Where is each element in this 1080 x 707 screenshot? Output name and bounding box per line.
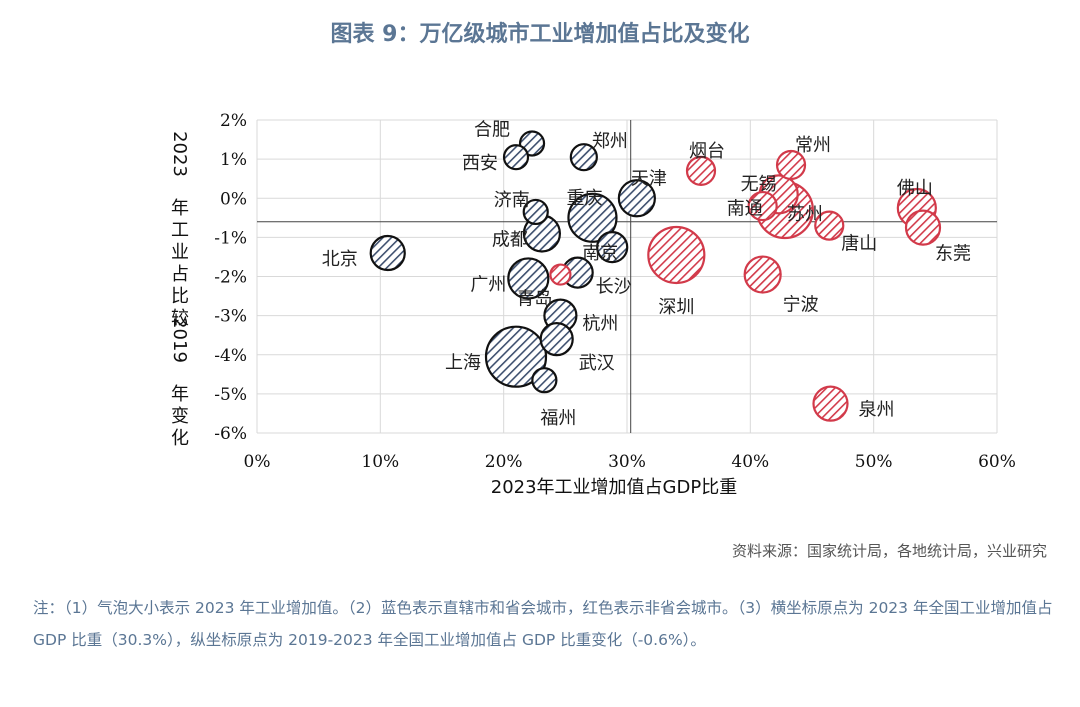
y-axis-label-glyph: 年 bbox=[171, 384, 189, 405]
y-axis-label-glyph: 年 bbox=[171, 198, 189, 219]
bubble-天津 bbox=[617, 179, 656, 218]
y-tick-label: 2% bbox=[220, 111, 247, 131]
source-note: 资料来源：国家统计局，各地统计局，兴业研究 bbox=[731, 542, 1047, 560]
footnote-prefix: 注： bbox=[33, 599, 65, 617]
bubble-郑州 bbox=[569, 143, 598, 172]
y-axis-label-glyph: 2023 bbox=[169, 131, 190, 177]
bubble-东莞 bbox=[904, 209, 942, 246]
bubble-label: 天津 bbox=[631, 168, 667, 189]
bubble-南京 bbox=[596, 231, 629, 264]
bubble-烟台 bbox=[685, 155, 717, 186]
origin-axes bbox=[257, 120, 997, 433]
bubble-常州 bbox=[775, 149, 807, 181]
x-tick-label: 10% bbox=[361, 452, 399, 472]
bubble-label: 佛山 bbox=[897, 178, 933, 199]
bubble-label: 青岛 bbox=[516, 289, 552, 310]
bubble-重庆 bbox=[567, 192, 618, 243]
bubble-label: 郑州 bbox=[592, 131, 628, 152]
y-tick-label: 1% bbox=[220, 150, 247, 170]
bubble-label: 烟台 bbox=[689, 141, 725, 162]
x-tick-label: 60% bbox=[978, 452, 1016, 472]
bubble-深圳 bbox=[647, 225, 706, 285]
bubble-无锡 bbox=[747, 190, 778, 222]
bubble-济南 bbox=[522, 198, 549, 226]
y-axis-label-glyph: 较 bbox=[171, 308, 189, 329]
bubble-label: 杭州 bbox=[582, 314, 618, 335]
footnote: 注：（1）气泡大小表示 2023 年工业增加值。（2）蓝色表示直辖市和省会城市，… bbox=[33, 592, 1063, 656]
y-axis-label-glyph: 占 bbox=[171, 264, 189, 285]
bubble-label: 东莞 bbox=[935, 244, 971, 265]
bubble-label: 南京 bbox=[582, 243, 618, 264]
bubble-label: 西安 bbox=[462, 153, 498, 174]
bubble-上海 bbox=[484, 325, 548, 388]
y-tick-label: -5% bbox=[214, 385, 247, 405]
bubble-唐山 bbox=[814, 210, 845, 241]
y-axis-label-glyph: 变 bbox=[171, 406, 189, 427]
footnote-text: （1）气泡大小表示 2023 年工业增加值。（2）蓝色表示直辖市和省会城市，红色… bbox=[33, 599, 1053, 649]
bubble-label: 福州 bbox=[540, 408, 576, 429]
bubbles bbox=[369, 130, 942, 422]
bubble-青岛 bbox=[549, 263, 572, 286]
y-axis-label-glyph: 比 bbox=[171, 286, 189, 307]
bubble-label: 广州 bbox=[470, 274, 506, 295]
y-axis-label-glyph: 业 bbox=[171, 242, 189, 263]
x-tick-label: 20% bbox=[485, 452, 523, 472]
x-axis-label: 2023年工业增加值占GDP比重 bbox=[491, 477, 737, 498]
bubble-西安 bbox=[502, 144, 530, 171]
y-tick-label: 0% bbox=[220, 189, 247, 209]
bubble-label: 武汉 bbox=[579, 353, 615, 374]
bubble-武汉 bbox=[539, 322, 574, 357]
bubble-label: 常州 bbox=[795, 135, 831, 156]
y-tick-label: -2% bbox=[214, 268, 247, 288]
x-tick-label: 50% bbox=[855, 452, 893, 472]
bubble-label: 北京 bbox=[322, 249, 358, 270]
chart-title: 图表 9：万亿级城市工业增加值占比及变化 bbox=[330, 22, 750, 47]
y-axis-label-glyph: 化 bbox=[171, 428, 189, 449]
bubble-北京 bbox=[369, 234, 406, 272]
y-tick-label: -3% bbox=[214, 307, 247, 327]
bubble-chart: 0% 10% 20% 30% 40% 50% 60% 2% 1% 0% -1% -2% -3% -4% -5… bbox=[169, 111, 1016, 498]
bubble-label: 济南 bbox=[494, 190, 530, 211]
y-tick-label: -6% bbox=[214, 424, 247, 444]
bubble-label: 长沙 bbox=[596, 277, 632, 298]
x-tick-label: 30% bbox=[608, 452, 646, 472]
bubble-label: 深圳 bbox=[658, 297, 694, 318]
y-tick-label: -1% bbox=[214, 228, 247, 248]
bubble-label: 合肥 bbox=[474, 119, 510, 140]
bubble-label: 唐山 bbox=[841, 234, 877, 255]
bubble-label: 泉州 bbox=[859, 400, 895, 421]
bubble-label: 上海 bbox=[445, 353, 481, 374]
x-tick-label: 40% bbox=[731, 452, 769, 472]
bubble-label: 无锡 bbox=[741, 174, 777, 195]
bubble-label: 南通 bbox=[727, 198, 763, 219]
bubble-福州 bbox=[531, 367, 558, 394]
bubble-宁波 bbox=[743, 255, 782, 294]
y-axis-label-glyph: 工 bbox=[171, 220, 189, 241]
x-tick-label: 0% bbox=[244, 452, 271, 472]
y-tick-label: -4% bbox=[214, 346, 247, 366]
bubble-label: 宁波 bbox=[783, 295, 819, 316]
bubble-泉州 bbox=[812, 385, 849, 422]
bubble-label: 苏州 bbox=[787, 204, 823, 225]
bubble-广州 bbox=[507, 257, 550, 300]
tick-labels: 0% 10% 20% 30% 40% 50% 60% 2% 1% 0% -1% -2% -3% -4% -5… bbox=[214, 111, 1016, 472]
bubble-label: 重庆 bbox=[566, 188, 602, 209]
bubble-label: 成都 bbox=[492, 229, 528, 250]
y-axis-label-glyph: 2019 bbox=[169, 317, 190, 363]
